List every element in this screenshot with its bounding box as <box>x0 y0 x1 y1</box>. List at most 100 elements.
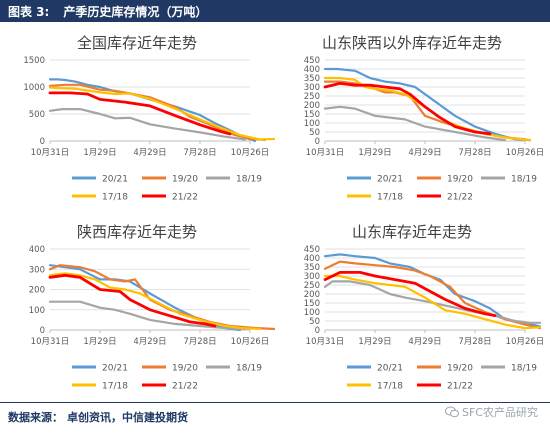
chart-title: 山东陕西以外库存近年走势 <box>322 34 502 52</box>
series-line-21-22 <box>48 91 232 136</box>
figure-number: 图表 3: <box>8 5 50 19</box>
footer-divider <box>0 402 550 403</box>
y-tick-label: 0 <box>40 137 45 147</box>
series-line-18-19 <box>48 300 247 331</box>
legend-label: 17/18 <box>377 382 403 392</box>
legend-label: 20/21 <box>102 364 128 374</box>
source-text: 卓创资讯，中信建投期货 <box>67 411 188 424</box>
y-tick-label: 250 <box>304 281 320 291</box>
legend-label: 19/20 <box>172 175 198 185</box>
legend-label: 19/20 <box>447 364 473 374</box>
series-line-20-21 <box>323 67 532 142</box>
y-tick-label: 50 <box>309 317 320 327</box>
y-tick-label: 200 <box>304 290 320 300</box>
chart-title: 全国库存近年走势 <box>77 34 197 52</box>
y-tick-label: 500 <box>29 110 45 120</box>
series-line-19-20 <box>323 80 527 141</box>
legend-label: 19/20 <box>172 364 198 374</box>
y-tick-label: 100 <box>304 119 320 129</box>
y-tick-label: 400 <box>304 254 320 264</box>
legend-label: 18/19 <box>511 364 537 374</box>
x-tick-label: 10月26日 <box>506 148 545 158</box>
legend-label: 21/22 <box>447 193 473 203</box>
x-tick-label: 10月31日 <box>306 337 345 347</box>
series-line-19-20 <box>48 264 275 331</box>
x-tick-label: 4月29日 <box>408 337 441 347</box>
y-tick-label: 0 <box>315 326 320 336</box>
figure-header-bar: 图表 3: 产季历史库存情况（万吨） <box>0 0 550 22</box>
legend-label: 17/18 <box>102 382 128 392</box>
y-tick-label: 100 <box>29 306 45 316</box>
y-tick-label: 300 <box>29 265 45 275</box>
x-tick-label: 7月28日 <box>183 148 216 158</box>
y-tick-label: 300 <box>304 83 320 93</box>
y-tick-label: 300 <box>304 272 320 282</box>
y-tick-label: 250 <box>304 92 320 102</box>
legend-label: 18/19 <box>511 175 537 185</box>
x-tick-label: 7月28日 <box>183 337 216 347</box>
y-tick-label: 0 <box>40 326 45 336</box>
y-tick-label: 1500 <box>23 56 45 66</box>
series-line-17-18 <box>48 272 262 331</box>
y-tick-label: 200 <box>29 286 45 296</box>
chart-panel-national: 全国库存近年走势 0 500 1000 1500 10月31日 1月29日 4月29日 7月28… <box>23 34 275 203</box>
y-tick-label: 0 <box>315 137 320 147</box>
series-line-17-18 <box>48 86 275 141</box>
legend-label: 21/22 <box>447 382 473 392</box>
source-note: 数据来源： 卓创资讯，中信建投期货 <box>8 409 192 425</box>
series-line-18-19 <box>48 108 247 141</box>
series-line-18-19 <box>323 280 542 324</box>
x-tick-label: 1月29日 <box>83 337 116 347</box>
y-tick-label: 400 <box>29 245 45 255</box>
x-tick-label: 10月26日 <box>231 337 270 347</box>
watermark-text: SFC农产品研究 <box>462 406 538 419</box>
wechat-icon <box>445 406 459 418</box>
series-line-20-21 <box>323 253 542 328</box>
x-tick-label: 10月26日 <box>231 148 270 158</box>
series-line-17-18 <box>323 274 542 330</box>
x-tick-label: 1月29日 <box>358 148 391 158</box>
series-line-21-22 <box>48 273 217 328</box>
x-tick-label: 7月28日 <box>458 337 491 347</box>
series-line-18-19 <box>323 105 507 142</box>
legend-label: 20/21 <box>102 175 128 185</box>
y-tick-label: 100 <box>304 308 320 318</box>
series-line-21-22 <box>323 82 492 136</box>
chart-title: 山东库存近年走势 <box>352 223 472 241</box>
series-line-21-22 <box>323 271 497 317</box>
x-tick-label: 4月29日 <box>408 148 441 158</box>
legend-label: 17/18 <box>377 193 403 203</box>
legend-label: 18/19 <box>236 364 262 374</box>
x-tick-label: 10月31日 <box>31 148 70 158</box>
legend-label: 21/22 <box>172 382 198 392</box>
legend-label: 20/21 <box>377 364 403 374</box>
legend-label: 20/21 <box>377 175 403 185</box>
y-tick-label: 1000 <box>23 83 45 93</box>
series-line-19-20 <box>48 83 267 141</box>
y-tick-label: 450 <box>304 245 320 255</box>
chart-panel-shaanxi: 陕西库存近年走势 0 100 200 300 400 10月31日 1月29日 4月29日 7月2… <box>29 223 275 392</box>
figure-title: 产季历史库存情况（万吨） <box>63 5 208 19</box>
figure-caption: 图表 3: 产季历史库存情况（万吨） <box>8 3 221 20</box>
x-tick-label: 10月31日 <box>306 148 345 158</box>
x-tick-label: 10月31日 <box>31 337 70 347</box>
y-tick-label: 200 <box>304 101 320 111</box>
legend-label: 17/18 <box>102 193 128 203</box>
x-tick-label: 10月26日 <box>506 337 545 347</box>
legend-label: 19/20 <box>447 175 473 185</box>
x-tick-label: 4月29日 <box>133 337 166 347</box>
y-tick-label: 50 <box>309 128 320 138</box>
chart-title: 陕西库存近年走势 <box>77 223 197 241</box>
y-tick-label: 350 <box>304 74 320 84</box>
legend-label: 21/22 <box>172 193 198 203</box>
x-tick-label: 1月29日 <box>358 337 391 347</box>
y-tick-label: 350 <box>304 263 320 273</box>
y-tick-label: 450 <box>304 56 320 66</box>
y-tick-label: 150 <box>304 299 320 309</box>
x-tick-label: 1月29日 <box>83 148 116 158</box>
source-label: 数据来源： <box>8 411 63 424</box>
legend-label: 18/19 <box>236 175 262 185</box>
x-tick-label: 7月28日 <box>458 148 491 158</box>
